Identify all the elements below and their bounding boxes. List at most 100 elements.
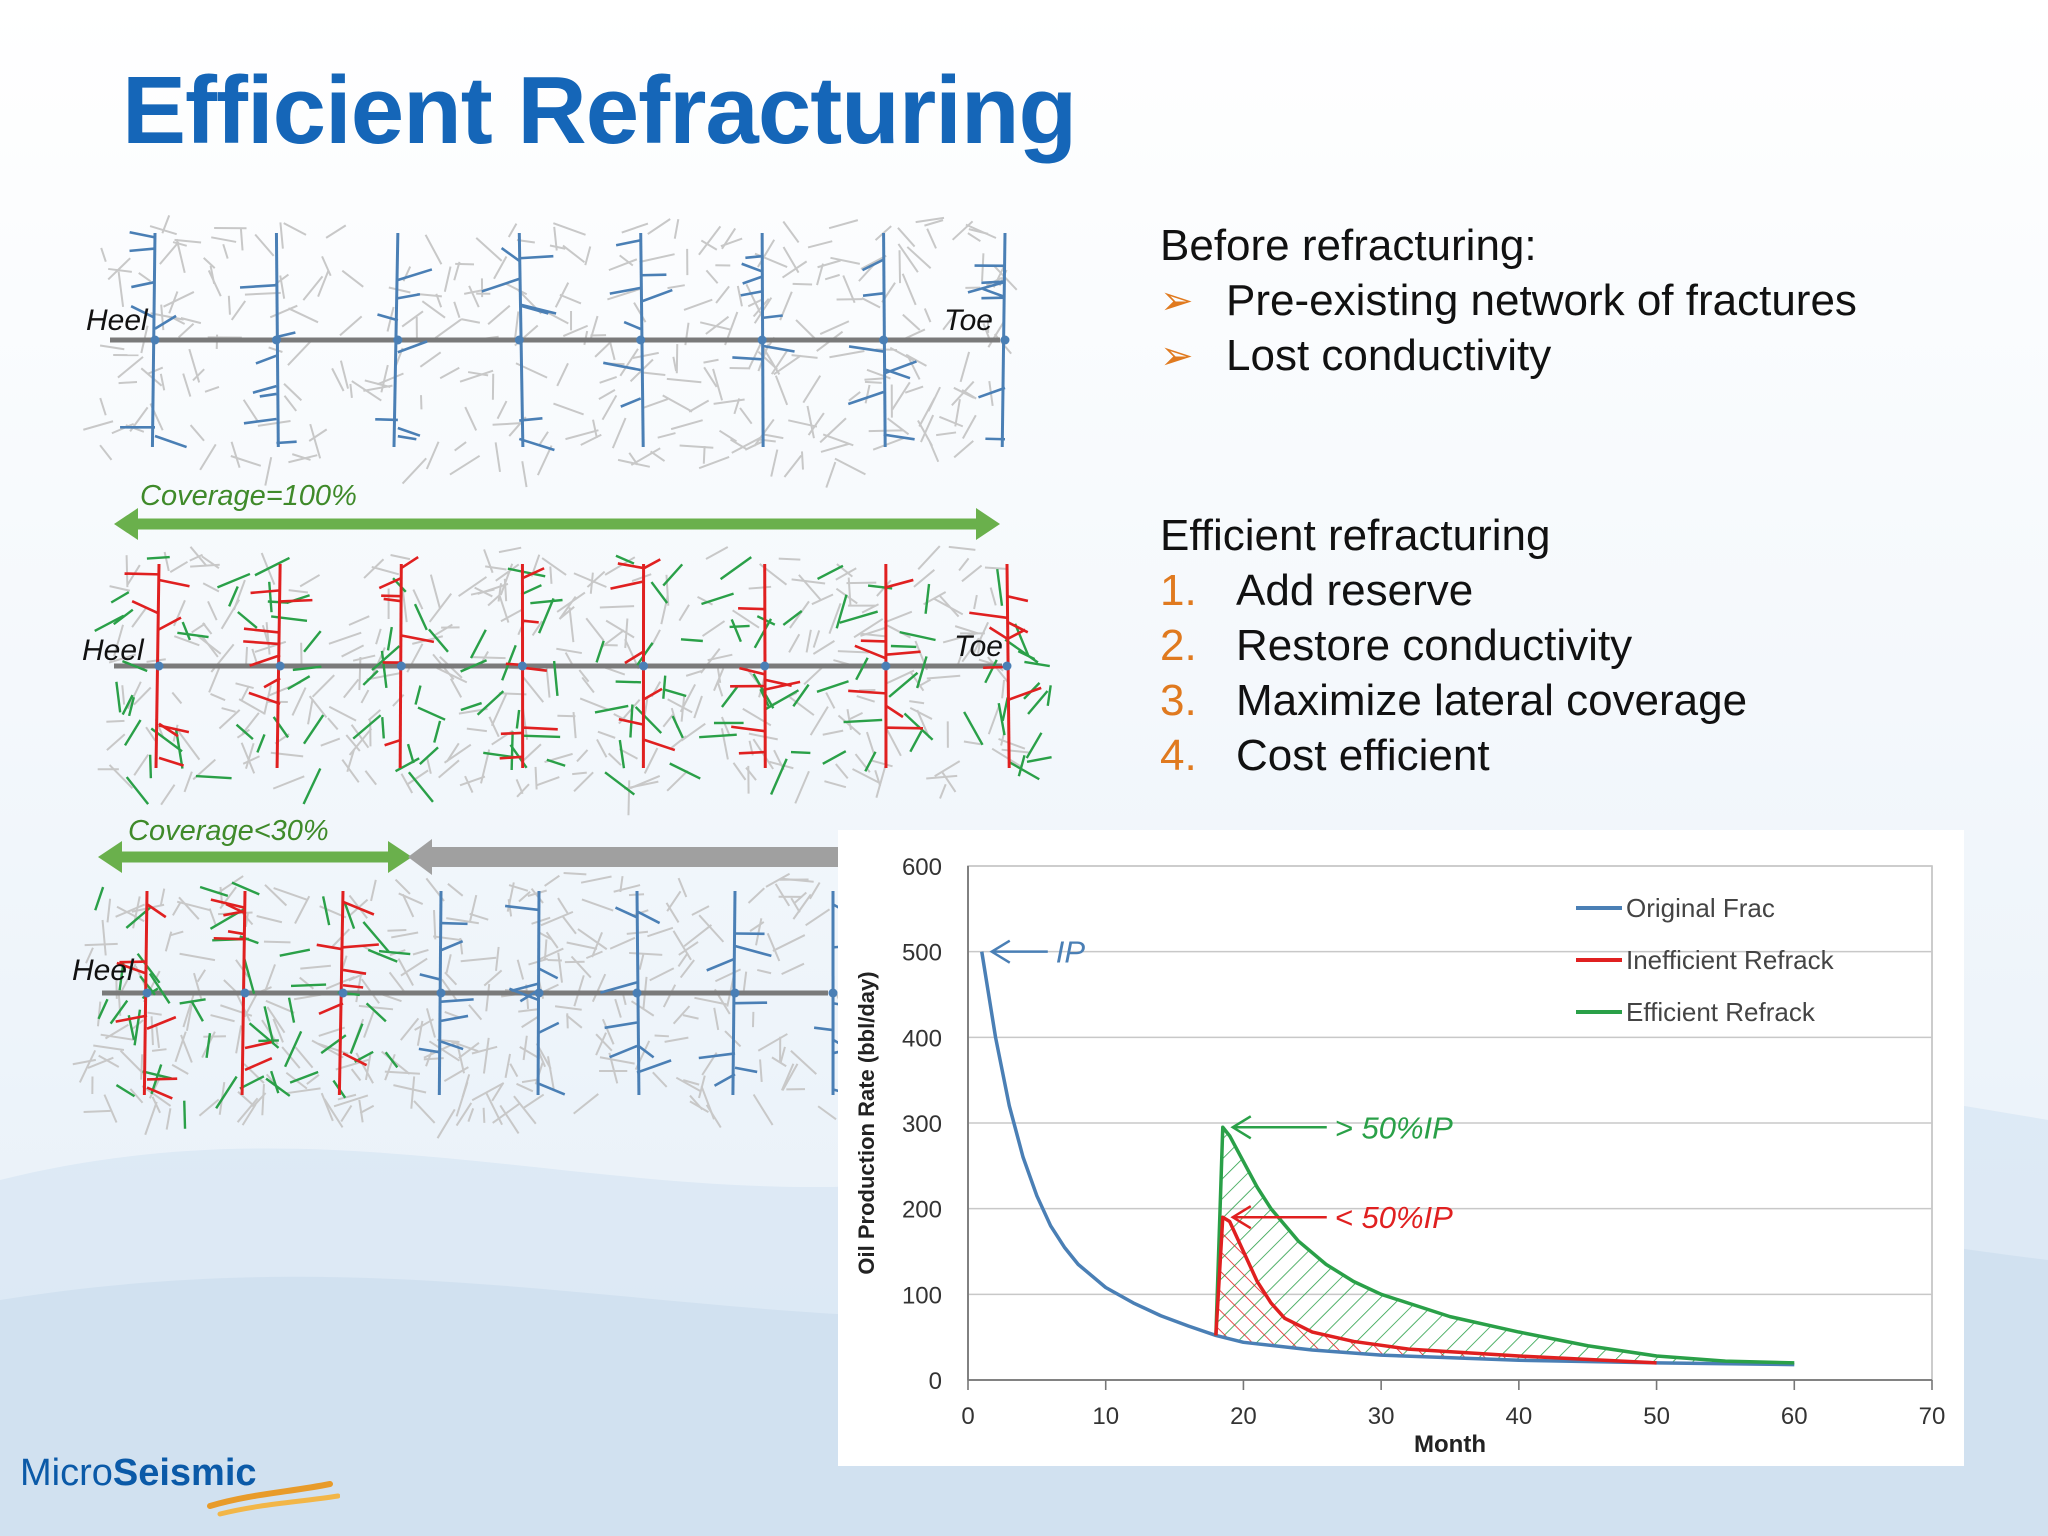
natural-fracture <box>864 380 882 384</box>
natural-fracture <box>951 380 975 406</box>
natural-fracture <box>492 1103 520 1124</box>
natural-fracture <box>556 647 583 655</box>
natural-fracture <box>367 709 382 722</box>
efficient-heading: Efficient refracturing <box>1160 511 1551 560</box>
natural-fracture <box>639 253 675 263</box>
natural-fracture <box>279 222 284 249</box>
secondary-fracture <box>179 998 206 1005</box>
efficient-item-text: Restore conductivity <box>1236 620 1633 670</box>
natural-fracture <box>203 1035 226 1038</box>
fracture-branch <box>813 1026 834 1032</box>
fracture-branch <box>854 644 887 660</box>
natural-fracture <box>99 444 113 461</box>
secondary-fracture <box>271 615 308 622</box>
natural-fracture <box>238 698 266 715</box>
fracture-branch <box>440 940 464 952</box>
before-item: ➢ Lost conductivity <box>1160 328 1857 383</box>
natural-fracture <box>556 591 586 613</box>
fracture-branch <box>243 640 281 646</box>
natural-fracture <box>901 273 917 306</box>
secondary-fracture <box>1017 755 1026 777</box>
secondary-fracture <box>507 567 546 578</box>
natural-fracture <box>505 283 528 296</box>
natural-fracture <box>499 1104 520 1135</box>
natural-fracture <box>444 971 458 986</box>
natural-fracture <box>883 610 913 624</box>
fracture-branch <box>738 750 765 755</box>
secondary-fracture <box>115 681 122 713</box>
fracture-branch <box>977 386 1006 399</box>
natural-fracture <box>429 574 442 610</box>
arrow-bullet-icon: ➢ <box>1160 278 1194 323</box>
natural-fracture <box>168 291 179 314</box>
natural-fracture <box>343 678 360 699</box>
natural-fracture <box>433 910 437 940</box>
fracture-branch <box>860 639 886 643</box>
annotation-arrowhead <box>989 939 1011 964</box>
natural-fracture <box>698 914 725 943</box>
natural-fracture <box>581 676 595 694</box>
item-number: 1. <box>1160 565 1197 615</box>
natural-fracture <box>748 585 772 590</box>
natural-fracture <box>791 578 826 585</box>
natural-fracture <box>500 608 524 623</box>
natural-fracture <box>191 622 206 634</box>
natural-fracture <box>218 709 241 730</box>
natural-fracture <box>446 742 460 763</box>
natural-fracture <box>772 934 806 952</box>
natural-fracture <box>140 367 163 387</box>
natural-fracture <box>171 1063 189 1075</box>
natural-fracture <box>859 632 888 638</box>
natural-fracture <box>789 696 815 716</box>
fracture-branch <box>861 258 885 272</box>
secondary-fracture <box>520 584 542 596</box>
natural-fracture <box>701 620 726 637</box>
fracture-branch <box>383 597 402 603</box>
natural-fracture <box>662 394 693 413</box>
natural-fracture <box>959 351 971 383</box>
secondary-fracture <box>890 644 917 649</box>
before-item-text: Pre-existing network of fractures <box>1226 275 1857 325</box>
natural-fracture <box>503 578 508 602</box>
natural-fracture <box>1001 748 1029 754</box>
natural-fracture <box>498 546 522 554</box>
natural-fracture <box>792 282 813 286</box>
secondary-fracture <box>320 1034 347 1055</box>
natural-fracture <box>299 574 321 588</box>
secondary-fracture <box>552 660 559 696</box>
natural-fracture <box>513 1095 537 1125</box>
natural-fracture <box>165 1108 172 1130</box>
natural-fracture <box>364 1051 372 1081</box>
natural-fracture <box>541 557 567 576</box>
natural-fracture <box>387 928 407 932</box>
fracture-branch <box>440 1014 469 1023</box>
natural-fracture <box>515 778 524 795</box>
natural-fracture <box>518 1008 540 1013</box>
natural-fracture <box>273 887 308 901</box>
natural-fracture <box>891 381 911 411</box>
natural-fracture <box>519 1045 541 1060</box>
natural-fracture <box>590 315 599 339</box>
fracture-branch <box>342 943 379 949</box>
coverage-arrow-remaining <box>408 839 838 875</box>
natural-fracture <box>188 348 201 383</box>
natural-fracture <box>698 225 722 256</box>
natural-fracture <box>450 1040 479 1053</box>
natural-fracture <box>498 594 510 623</box>
natural-fracture <box>965 223 997 239</box>
secondary-fracture <box>1017 650 1036 661</box>
natural-fracture <box>100 1033 135 1041</box>
natural-fracture <box>731 435 764 454</box>
fracture-branch <box>518 437 555 452</box>
natural-fracture <box>633 302 647 323</box>
secondary-fracture <box>362 669 379 686</box>
secondary-fracture <box>343 902 356 930</box>
secondary-fracture <box>321 896 331 926</box>
natural-fracture <box>323 1098 344 1128</box>
natural-fracture <box>106 733 126 751</box>
natural-fracture <box>783 454 803 478</box>
natural-fracture <box>939 783 947 799</box>
natural-fracture <box>825 692 836 709</box>
natural-fracture <box>559 293 582 305</box>
natural-fracture <box>712 368 724 401</box>
